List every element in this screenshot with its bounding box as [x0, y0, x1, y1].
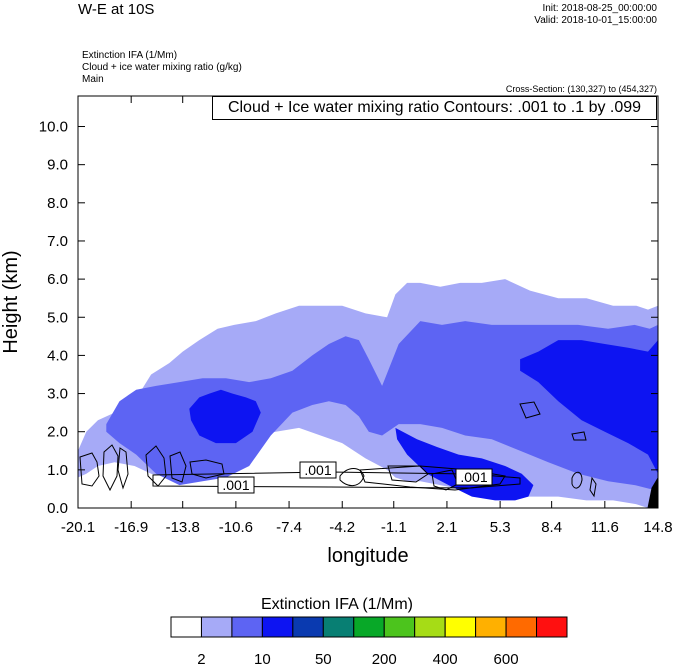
y-tick-label: 5.0 — [47, 309, 68, 326]
contour-label: .001 — [304, 462, 331, 478]
colorbar-box — [170, 616, 202, 638]
x-axis-label: longitude — [327, 545, 408, 567]
contour-line — [431, 469, 459, 491]
terrain — [647, 477, 658, 508]
extinction-area-50 — [395, 427, 534, 501]
contour-line — [571, 471, 583, 489]
colorbar-title: Extinction IFA (1/Mm) — [260, 596, 414, 613]
contour-label: .001 — [460, 469, 487, 485]
colorbar-box — [536, 616, 568, 638]
x-tick-label: -7.4 — [276, 519, 302, 536]
contour-line — [145, 445, 167, 487]
x-tick-label: 2.1 — [437, 519, 458, 536]
contour-info-label: Cloud + Ice water mixing ratio Contours:… — [212, 96, 657, 120]
colorbar-box — [322, 616, 355, 638]
colorbar-box — [231, 616, 263, 638]
contour-line — [169, 451, 187, 483]
colorbar-label: 50 — [315, 651, 332, 667]
colorbar-box — [414, 616, 446, 638]
colorbar-label: 600 — [494, 651, 519, 667]
x-tick-label: 11.6 — [591, 519, 619, 536]
cross-section-label: Cross-Section: (130,327) to (454,327) — [505, 84, 657, 94]
extinction-area-50 — [189, 389, 261, 444]
y-tick-label: 9.0 — [47, 157, 68, 174]
colorbar-label: 200 — [372, 651, 397, 667]
colorbar-label: 400 — [433, 651, 458, 667]
contour-label: .001 — [222, 477, 249, 493]
contour-line — [102, 444, 119, 492]
plot-title: W-E at 10S — [78, 1, 155, 18]
extinction-area-50 — [520, 340, 658, 474]
contour-line — [359, 465, 506, 491]
variable-label-2: Cloud + ice water mixing ratio (g/kg) — [82, 62, 242, 73]
x-tick-label: 8.4 — [541, 519, 562, 536]
x-tick-label: -13.8 — [166, 519, 200, 536]
x-tick-label: -20.1 — [61, 519, 95, 536]
x-tick-label: 5.3 — [490, 519, 511, 536]
contour-line — [117, 447, 129, 490]
contour-line — [387, 465, 429, 483]
contour-line — [589, 476, 597, 498]
x-tick-label: -10.6 — [219, 519, 253, 536]
x-tick-label: -1.1 — [381, 519, 407, 536]
colorbar-box — [505, 616, 538, 638]
x-tick-label: -4.2 — [329, 519, 355, 536]
colorbar-label: 10 — [254, 651, 271, 667]
colorbar-box — [475, 616, 507, 638]
x-axis: -20.1 -16.9 -13.8 -10.6 -7.4 -4.2 -1.1 2.1 5.3 8.… — [61, 96, 673, 536]
x-tick-label: -16.9 — [114, 519, 148, 536]
contour-line — [189, 459, 225, 479]
variable-label-1: Extinction IFA (1/Mm) — [82, 50, 178, 61]
contour-line — [571, 431, 587, 441]
init-time: Init: 2018-08-25_00:00:00 — [542, 3, 657, 14]
y-tick-label: 1.0 — [47, 462, 68, 479]
contour-line — [152, 471, 521, 489]
extinction-fill-layers — [78, 279, 658, 508]
contour-line — [79, 452, 100, 487]
y-tick-label: 7.0 — [47, 233, 68, 250]
y-tick-label: 4.0 — [47, 347, 68, 364]
contour-labels: .001 .001 .001 — [217, 461, 493, 494]
y-tick-label: 3.0 — [47, 386, 68, 403]
y-tick-label: 8.0 — [47, 195, 68, 212]
contour-line — [339, 468, 365, 486]
cloud-water-contours — [79, 401, 658, 508]
colorbar-box — [261, 616, 294, 638]
contour-line — [519, 401, 541, 419]
y-tick-label: 2.0 — [47, 424, 68, 441]
colorbar-label: 2 — [197, 651, 205, 667]
extinction-area-10 — [106, 321, 658, 489]
colorbar-box — [200, 616, 233, 638]
colorbar-box — [383, 616, 416, 638]
colorbar: 2 10 50 200 400 600 — [170, 616, 568, 667]
y-tick-label: 0.0 — [47, 500, 68, 517]
y-tick-label: 6.0 — [47, 271, 68, 288]
valid-time: Valid: 2018-10-01_15:00:00 — [534, 15, 657, 26]
colorbar-box — [444, 616, 477, 638]
x-tick-label: 14.8 — [643, 519, 672, 536]
y-axis: 0.0 1.0 2.0 3.0 4.0 5.0 6.0 7.0 8.0 9.0 10.0 — [39, 119, 658, 517]
y-tick-label: 10.0 — [39, 119, 68, 136]
y-axis-label: Height (km) — [0, 250, 22, 353]
variable-label-3: Main — [82, 74, 104, 85]
colorbar-box — [292, 616, 324, 638]
colorbar-box — [353, 616, 385, 638]
